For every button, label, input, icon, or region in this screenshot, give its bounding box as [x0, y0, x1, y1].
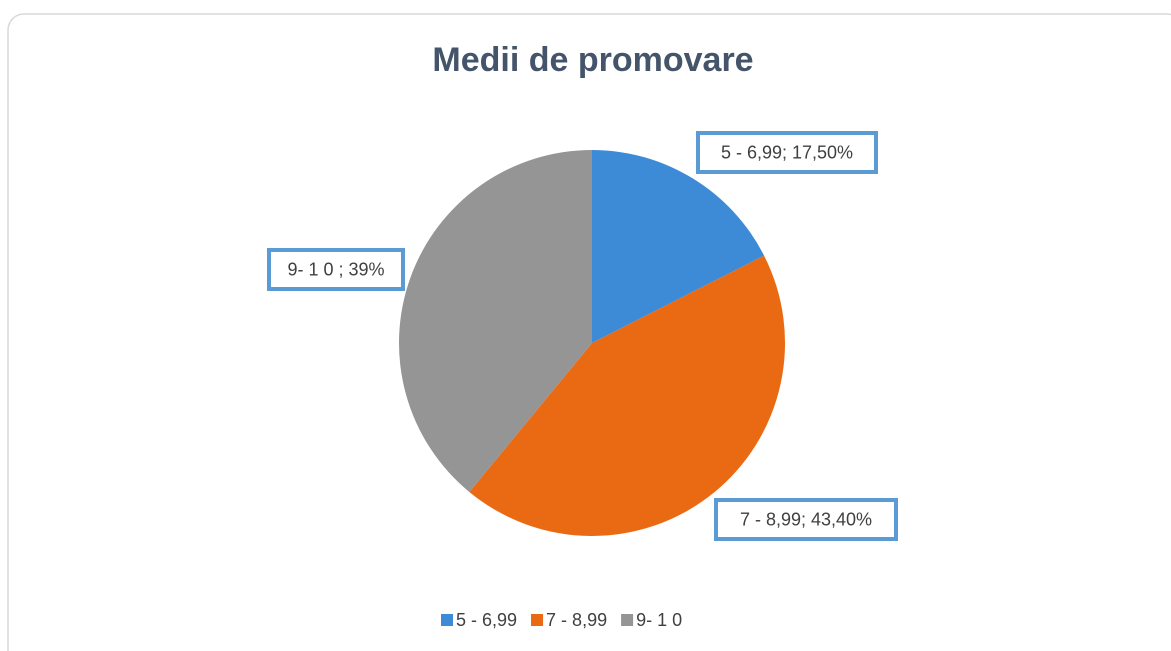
chart-title: Medii de promovare — [432, 41, 753, 79]
legend-swatch — [531, 614, 544, 626]
pie-slice — [469, 255, 786, 537]
legend-swatch — [441, 614, 453, 626]
legend-label: 7 - 8,99 — [546, 610, 607, 630]
data-label-box — [267, 248, 405, 291]
legend-label: 9- 1 0 — [636, 610, 682, 630]
pie-slice — [592, 150, 765, 343]
data-label: 9- 1 0 ; 39% — [287, 259, 384, 279]
legend-label: 5 - 6,99 — [456, 610, 517, 630]
data-label-box — [714, 498, 898, 541]
data-label: 5 - 6,99; 17,50% — [721, 142, 853, 162]
data-label-box — [696, 131, 878, 174]
legend-swatch — [621, 614, 634, 626]
pie-slice — [398, 150, 592, 493]
data-label: 7 - 8,99; 43,40% — [740, 509, 872, 529]
